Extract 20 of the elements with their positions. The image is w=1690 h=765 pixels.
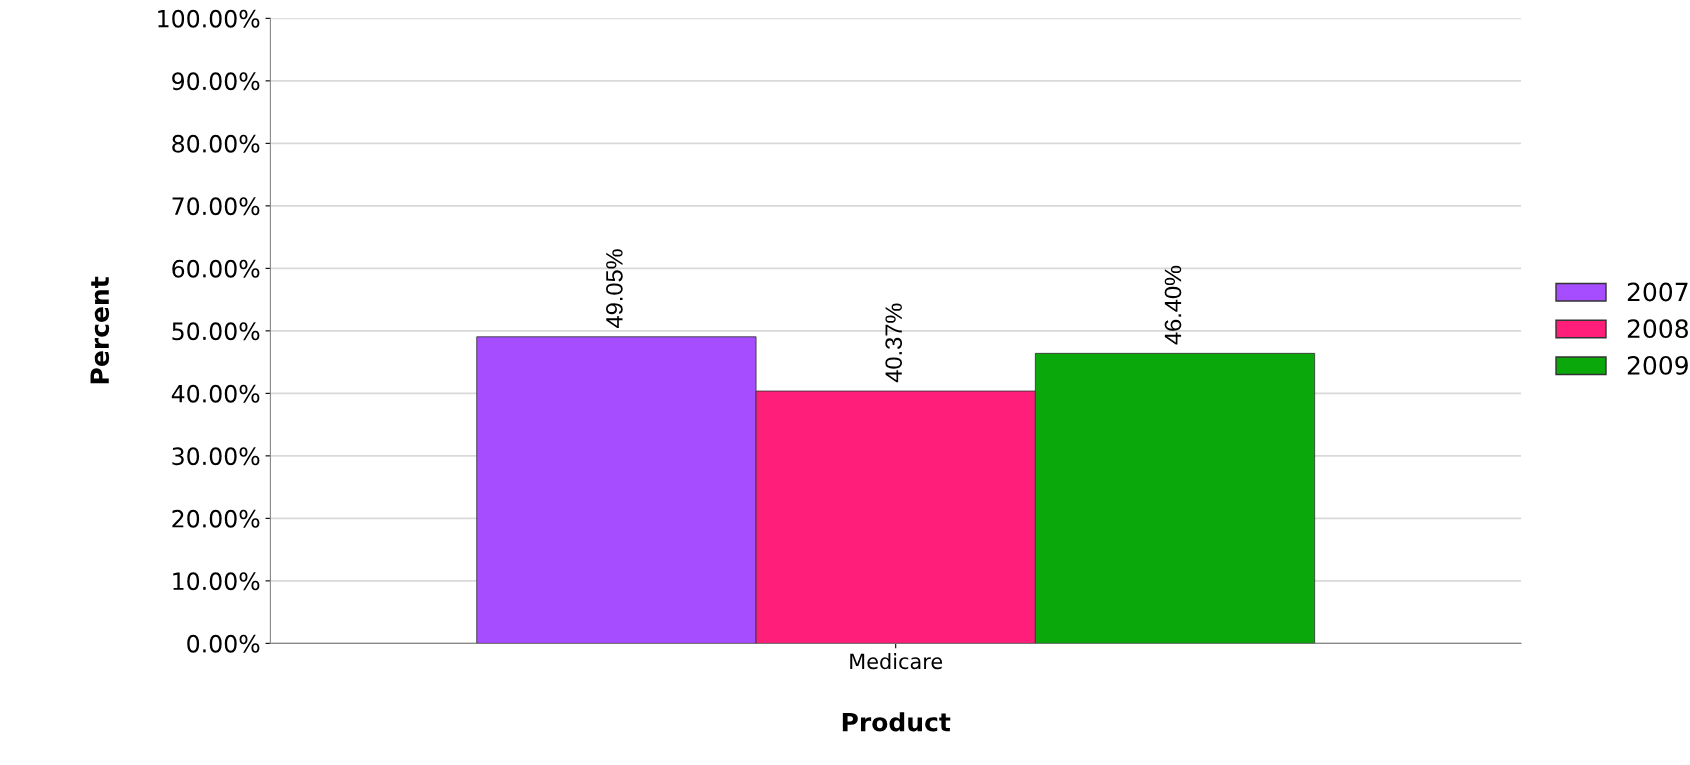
y-tick-label: 60.00% [172, 259, 260, 278]
y-tick-label: 90.00% [172, 72, 260, 91]
y-tick-label: 70.00% [172, 197, 260, 216]
y-tick-label: 30.00% [172, 447, 260, 466]
y-tick-label: 100.00% [158, 9, 260, 28]
y-tick-label: 50.00% [172, 322, 260, 341]
data-label: 46.40% [1164, 265, 1182, 345]
x-tick-label: Medicare [850, 653, 943, 670]
y-tick-label: 40.00% [171, 384, 260, 403]
y-axis-title: Percent [90, 276, 110, 384]
legend-label: 2008 [1627, 319, 1688, 339]
legend-label: 2009 [1627, 355, 1688, 375]
y-tick-label: 80.00% [172, 134, 260, 153]
data-label: 40.37% [885, 303, 903, 383]
data-label: 49.05% [606, 249, 623, 328]
legend-label: 2007 [1627, 282, 1688, 302]
x-axis-title: Product [842, 712, 951, 732]
y-tick-label: 20.00% [172, 509, 260, 528]
y-tick-label: 0.00% [187, 634, 260, 653]
y-tick-label: 10.00% [173, 572, 260, 591]
